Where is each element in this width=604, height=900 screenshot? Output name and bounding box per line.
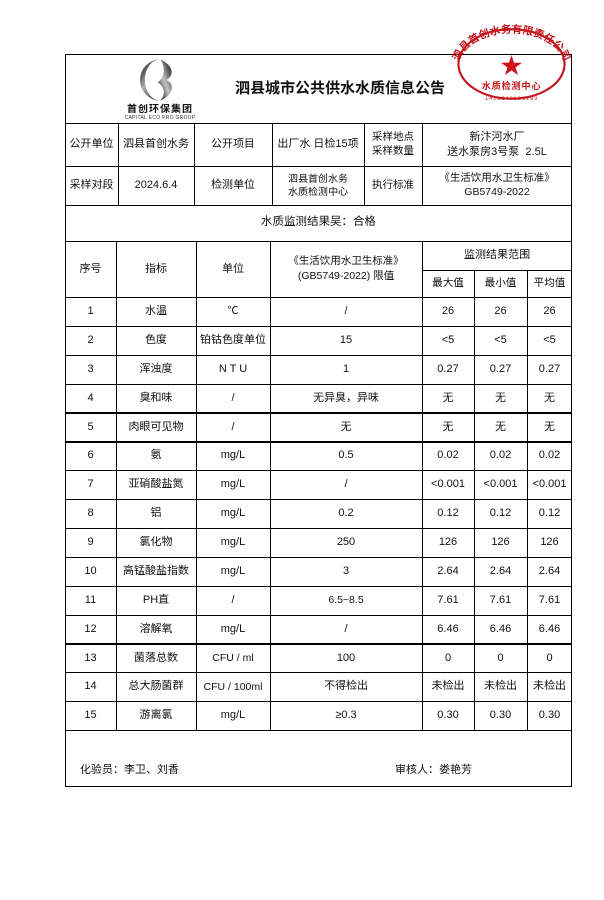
svg-text:1411240123103: 1411240123103 — [485, 95, 538, 102]
svg-text:水质检测中心: 水质检测中心 — [482, 80, 541, 91]
